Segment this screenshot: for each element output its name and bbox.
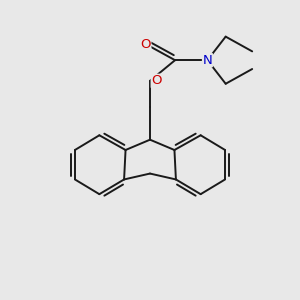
Text: N: N [202,54,212,67]
Text: O: O [151,74,162,87]
Text: O: O [140,38,151,50]
